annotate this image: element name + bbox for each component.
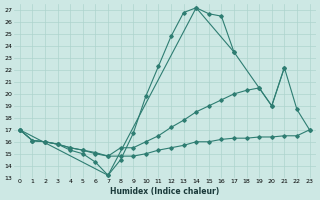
X-axis label: Humidex (Indice chaleur): Humidex (Indice chaleur) <box>110 187 219 196</box>
